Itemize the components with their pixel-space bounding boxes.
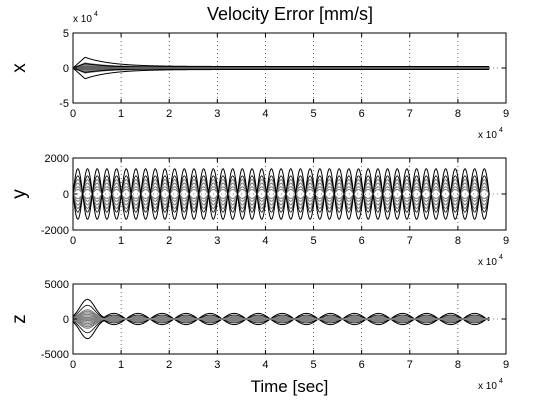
series-y-outer [73, 168, 490, 220]
y-tick-label: -5 [59, 98, 69, 110]
series-y-gray [73, 188, 490, 200]
x-tick-label: 9 [503, 108, 509, 120]
y-tick-label: 0 [63, 189, 69, 201]
series-y-outer [73, 168, 490, 220]
x-tick-label: 4 [262, 235, 268, 247]
chart-title: Velocity Error [mm/s] [207, 4, 373, 24]
y-multiplier-label: x 10 [73, 14, 92, 25]
x-multiplier-exponent: 4 [499, 378, 503, 385]
series-z-gray [73, 309, 490, 320]
y-tick-label: 2000 [45, 153, 69, 165]
x-tick-label: 5 [310, 108, 316, 120]
x-axis-label: Time [sec] [251, 377, 329, 396]
x-tick-label: 8 [455, 108, 461, 120]
series-z-envelope-lower [73, 318, 490, 340]
x-tick-label: 7 [407, 235, 413, 247]
x-multiplier-label: x 10 [478, 257, 497, 268]
x-tick-label: 2 [166, 108, 172, 120]
x-tick-label: 0 [70, 359, 76, 371]
x-tick-label: 4 [262, 108, 268, 120]
y-axis-label: z [9, 314, 30, 324]
x-tick-label: 1 [118, 235, 124, 247]
x-tick-label: 2 [166, 359, 172, 371]
x-tick-label: 0 [70, 235, 76, 247]
y-tick-label: -5000 [41, 349, 69, 361]
x-tick-label: 1 [118, 108, 124, 120]
x-tick-label: 7 [407, 359, 413, 371]
y-tick-label: 0 [63, 63, 69, 75]
x-tick-label: 3 [214, 235, 220, 247]
x-tick-label: 9 [503, 359, 509, 371]
series-z-envelope-upper [73, 298, 490, 320]
plot-area [73, 298, 490, 340]
series-x-envelope-lower [73, 67, 490, 80]
x-tick-label: 8 [455, 235, 461, 247]
y-tick-label: 5 [63, 28, 69, 40]
x-multiplier-label: x 10 [478, 130, 497, 141]
x-tick-label: 5 [310, 359, 316, 371]
series-y-gray [73, 186, 490, 202]
subplot-x: 0 1 2 3 4 5 6 7 8 950-5x 10 4x 10 4x [9, 11, 509, 141]
series-y-mid [73, 175, 490, 213]
y-tick-label: 5000 [45, 279, 69, 291]
series-x-envelope-upper [73, 56, 490, 69]
plot-area [73, 168, 490, 220]
x-tick-label: 1 [118, 359, 124, 371]
series-y-gray [73, 182, 490, 206]
series-z-gray [73, 318, 490, 329]
x-multiplier-exponent: 4 [499, 254, 503, 261]
x-tick-label: 8 [455, 359, 461, 371]
x-tick-label: 0 [70, 108, 76, 120]
x-multiplier-label: x 10 [478, 381, 497, 392]
y-axis-label: y [9, 189, 30, 199]
x-tick-label: 9 [503, 235, 509, 247]
plot-area [73, 56, 490, 80]
x-tick-label: 3 [214, 359, 220, 371]
x-tick-label: 6 [359, 359, 365, 371]
series-y-gray [73, 186, 490, 202]
x-tick-label: 6 [359, 235, 365, 247]
x-tick-label: 2 [166, 235, 172, 247]
x-tick-label: 4 [262, 359, 268, 371]
x-tick-label: 7 [407, 108, 413, 120]
y-tick-label: -2000 [41, 225, 69, 237]
series-y-gray [73, 188, 490, 200]
subplots: 0 1 2 3 4 5 6 7 8 950-5x 10 4x 10 4x0 1 2 3 4 5 6 7 8 920000… [9, 11, 509, 396]
y-axis-label: x [9, 63, 30, 73]
series-y-gray [73, 182, 490, 206]
x-tick-label: 5 [310, 235, 316, 247]
y-multiplier-exponent: 4 [94, 11, 98, 18]
series-z-inner-lower [73, 318, 490, 334]
y-tick-label: 0 [63, 314, 69, 326]
series-z-inner-upper [73, 304, 490, 320]
series-y-mid [73, 175, 490, 213]
x-tick-label: 6 [359, 108, 365, 120]
x-tick-label: 3 [214, 108, 220, 120]
x-multiplier-exponent: 4 [499, 127, 503, 134]
